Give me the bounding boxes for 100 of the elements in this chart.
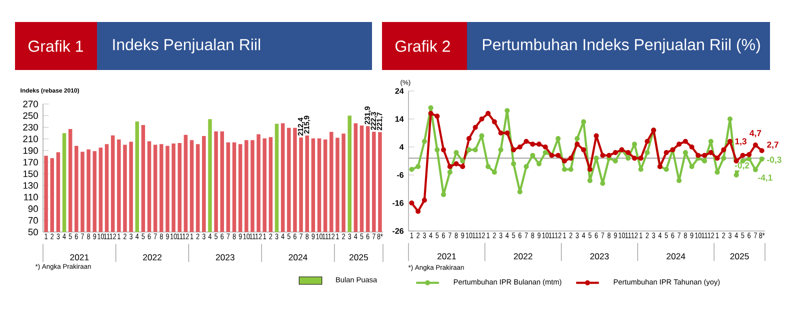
- x-tick-label: 4: [208, 234, 212, 240]
- point: [752, 167, 758, 172]
- x-tick-label: 3: [275, 234, 278, 240]
- point: [581, 119, 586, 124]
- x-tick-label: 7: [678, 232, 680, 238]
- point: [428, 110, 434, 116]
- point: [440, 147, 446, 152]
- x-tick-label: 6: [366, 234, 370, 240]
- point: [759, 148, 764, 154]
- x-tick-label: 8*: [377, 234, 383, 240]
- point: [594, 156, 599, 161]
- text: 2025: [730, 253, 749, 260]
- point: [746, 156, 752, 162]
- point: [626, 150, 631, 156]
- x-tick-label: 9: [614, 232, 617, 238]
- point: [498, 130, 504, 136]
- x-tick-label: 3: [348, 234, 352, 240]
- x-tick-label: 6: [294, 234, 296, 240]
- x-tick-label: 6: [220, 234, 224, 240]
- x-tick-label: 3: [652, 232, 656, 238]
- point: [727, 116, 733, 122]
- point: [708, 150, 714, 156]
- x-tick-label: 3: [56, 234, 60, 240]
- x-tick-label: 5: [512, 232, 516, 238]
- point: [511, 161, 516, 166]
- data-label: -0,2: [734, 162, 750, 170]
- point: [702, 152, 708, 158]
- x-tick-label: 4: [429, 232, 432, 238]
- y-tick-label: -16: [392, 200, 404, 206]
- x-tick-label: 9: [166, 234, 169, 240]
- x-tick-label: 9: [690, 232, 694, 238]
- point: [517, 144, 522, 150]
- x-tick-label: 11: [702, 232, 708, 238]
- point: [542, 150, 548, 156]
- point: [479, 116, 484, 122]
- x-tick-label: 9: [238, 234, 242, 240]
- point: [581, 147, 586, 152]
- point: [530, 142, 536, 147]
- point: [632, 156, 638, 161]
- point: [504, 130, 510, 136]
- point: [574, 142, 580, 147]
- x-tick-label: 8: [608, 232, 610, 238]
- text: 2024: [666, 253, 686, 260]
- x-tick-label: 4: [354, 234, 358, 240]
- y-tick-label: 110: [24, 194, 38, 200]
- point: [752, 142, 758, 148]
- x-tick-label: 11: [176, 234, 183, 240]
- point: [638, 156, 644, 161]
- text: 2025: [350, 254, 368, 260]
- x-tick-label: 1: [410, 232, 414, 238]
- point: [472, 147, 478, 152]
- y-tick-label: 170: [23, 158, 38, 166]
- data-label: 2,7: [767, 142, 778, 149]
- point: [472, 124, 478, 130]
- text: 2022: [514, 253, 532, 260]
- x-tick-label: 4: [658, 232, 662, 238]
- x-tick-label: 1: [640, 232, 642, 238]
- x-tick-label: 7: [754, 232, 757, 238]
- point: [434, 114, 440, 119]
- point: [498, 147, 504, 152]
- x-tick-label: 5: [68, 234, 72, 240]
- point: [664, 166, 669, 172]
- x-tick-label: 3: [202, 234, 206, 240]
- x-tick-label: 2: [342, 234, 345, 240]
- point: [746, 152, 752, 158]
- x-tick-label: 12: [555, 232, 562, 238]
- x-tick-label: 12: [632, 232, 638, 238]
- x-tick-label: 1: [118, 234, 120, 240]
- x-tick-label: 3: [728, 232, 732, 238]
- point: [422, 138, 427, 144]
- x-tick-label: 4: [281, 234, 284, 240]
- point: [644, 150, 650, 156]
- text: 2023: [590, 253, 609, 260]
- x-tick-label: 5: [287, 234, 290, 240]
- x-tick-label: 5: [142, 234, 145, 240]
- x-tick-label: 12: [182, 234, 189, 240]
- point: [517, 189, 522, 194]
- text: 2021: [438, 253, 456, 260]
- point: [454, 161, 459, 166]
- x-tick-label: 10: [695, 232, 702, 238]
- x-tick-label: 8: [87, 234, 90, 240]
- x-tick-label: 11: [625, 232, 632, 238]
- x-tick-label: 11: [104, 234, 110, 240]
- x-tick-label: 10: [243, 234, 250, 240]
- text: 2023: [216, 254, 234, 260]
- x-tick-label: 1: [563, 232, 566, 238]
- chart-title: Grafik 2: [396, 40, 450, 52]
- x-tick-label: 8: [454, 232, 458, 238]
- point: [466, 136, 472, 142]
- x-tick-label: 2: [50, 234, 54, 240]
- point: [714, 156, 720, 161]
- point: [556, 152, 561, 158]
- x-tick-label: 5: [741, 232, 744, 238]
- y-tick-label: 14: [395, 116, 404, 122]
- x-tick-label: 5: [214, 234, 218, 240]
- y-tick-label: 130: [23, 182, 38, 189]
- y-tick-label: -6: [397, 172, 404, 178]
- x-tick-label: 11: [472, 232, 478, 238]
- x-tick-label: 3: [130, 234, 133, 240]
- y-tick-label: 50: [28, 228, 38, 236]
